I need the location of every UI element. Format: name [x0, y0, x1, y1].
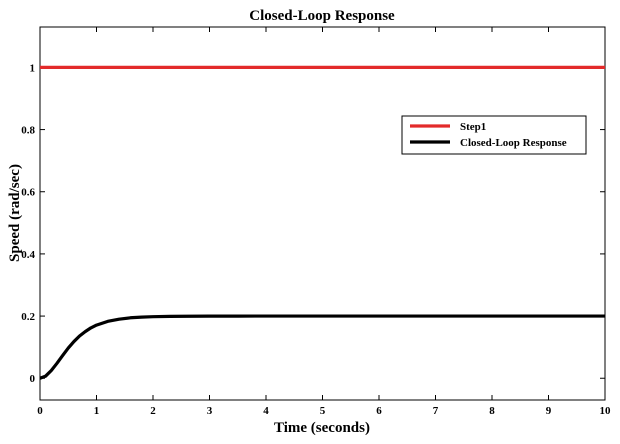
series-line-closed-loop-response: [39, 314, 605, 380]
x-tick-label: 1: [94, 405, 100, 417]
y-tick-label: 0.6: [21, 187, 35, 199]
legend-label: Closed-Loop Response: [460, 137, 567, 149]
axis-ticks: 0 1 2 3 4 5 6 7 8 9 10 0 0.2 0.4 0.6 0.8 1: [21, 27, 611, 417]
y-tick-label: 0.2: [21, 311, 35, 323]
legend-box: [401, 115, 587, 155]
x-tick-label: 7: [433, 405, 439, 417]
y-tick-label: 0: [30, 373, 36, 385]
x-axis-label: Time (seconds): [274, 420, 370, 436]
legend: Step1 Closed-Loop Response: [401, 115, 587, 155]
series-group: [39, 65, 605, 380]
x-tick-label: 8: [489, 405, 495, 417]
plot-area: [39, 26, 606, 401]
x-tick-label: 4: [263, 405, 269, 417]
chart-title: Closed-Loop Response: [249, 8, 395, 24]
y-axis-label: Speed (rad/sec): [7, 164, 23, 262]
x-tick-label: 0: [37, 405, 43, 417]
x-tick-label: 2: [150, 405, 156, 417]
x-tick-label: 3: [207, 405, 213, 417]
x-tick-label: 6: [376, 405, 382, 417]
x-tick-label: 10: [600, 405, 612, 417]
y-tick-label: 0.4: [21, 249, 35, 261]
x-tick-label: 5: [320, 405, 326, 417]
legend-label: Step1: [460, 121, 486, 133]
y-tick-label: 0.8: [21, 125, 35, 137]
x-tick-label: 9: [546, 405, 552, 417]
y-tick-label: 1: [30, 62, 36, 74]
